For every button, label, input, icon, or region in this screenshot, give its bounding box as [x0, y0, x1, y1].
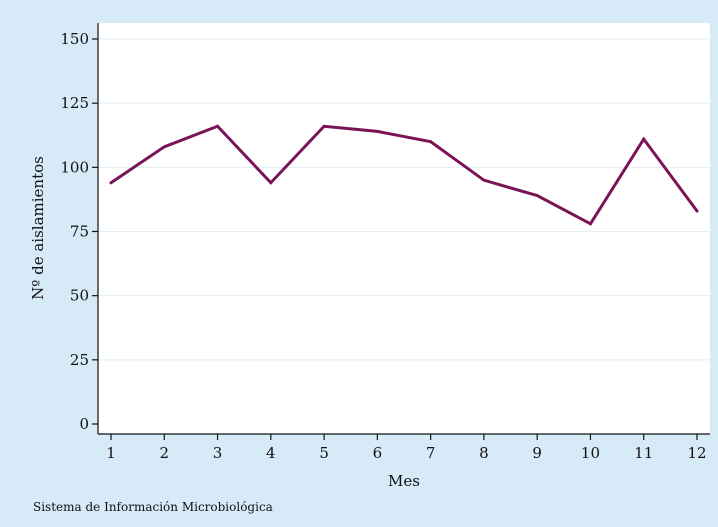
x-tick-label: 12 — [687, 444, 706, 462]
data-point — [695, 209, 699, 213]
y-tick-label: 50 — [70, 287, 89, 305]
axes — [97, 23, 710, 435]
data-point — [269, 181, 273, 185]
y-tick-label: 25 — [70, 351, 89, 369]
x-ticks: 1 2 3 4 5 6 7 8 9 10 11 12 — [106, 434, 707, 462]
x-tick-label: 5 — [319, 444, 329, 462]
source-note: Sistema de Información Microbiológica — [33, 500, 273, 514]
x-tick-label: 8 — [479, 444, 489, 462]
x-tick-label: 1 — [106, 444, 116, 462]
y-ticks: 0 25 50 75 100 125 150 — [60, 30, 98, 433]
plot-area — [98, 23, 710, 434]
x-tick-label: 3 — [213, 444, 223, 462]
y-tick-label: 150 — [60, 30, 89, 48]
series-line — [109, 124, 699, 226]
data-point — [429, 140, 433, 144]
y-tick-label: 0 — [79, 415, 89, 433]
x-tick-label: 10 — [581, 444, 600, 462]
x-tick-label: 7 — [426, 444, 436, 462]
grid-lines — [98, 38, 710, 361]
y-tick-label: 75 — [70, 223, 89, 241]
y-axis-title: Nº de aislamientos — [29, 156, 47, 300]
data-point — [109, 181, 113, 185]
x-axis-title: Mes — [388, 472, 420, 490]
x-tick-label: 11 — [634, 444, 653, 462]
data-point — [589, 222, 592, 226]
data-point — [375, 130, 379, 133]
data-point — [482, 178, 486, 182]
data-point — [642, 137, 646, 141]
x-tick-label: 4 — [266, 444, 276, 462]
x-tick-label: 9 — [532, 444, 542, 462]
y-tick-label: 100 — [60, 158, 89, 176]
x-tick-label: 2 — [159, 444, 169, 462]
x-tick-label: 6 — [373, 444, 383, 462]
y-tick-label: 125 — [60, 94, 89, 112]
data-point — [322, 124, 326, 128]
series-layer — [109, 124, 699, 226]
data-point — [535, 194, 539, 197]
data-point — [216, 124, 219, 128]
data-point — [162, 145, 166, 149]
